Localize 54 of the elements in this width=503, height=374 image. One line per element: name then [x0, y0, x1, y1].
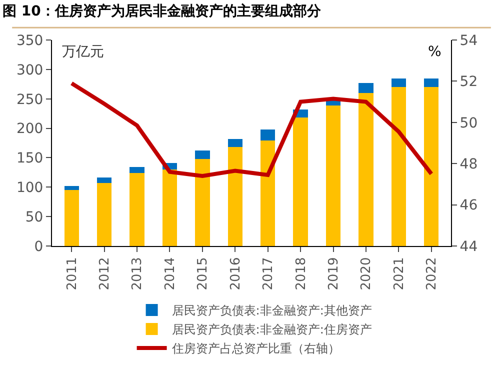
x-tick-label: 2012 — [98, 257, 113, 290]
bar — [391, 78, 406, 88]
y2-tick-label: 50 — [460, 115, 478, 132]
x-tick-label: 2017 — [261, 257, 276, 290]
bar — [424, 87, 439, 246]
y2-tick-label: 54 — [460, 32, 478, 49]
x-tick-label: 2014 — [162, 257, 178, 290]
bar — [293, 118, 308, 246]
y2-tick-label: 44 — [460, 238, 478, 255]
x-tick-label: 2013 — [130, 257, 146, 290]
bar — [391, 87, 406, 246]
bar — [260, 140, 276, 246]
x-tick-label: 2015 — [196, 257, 211, 290]
y2-tick-label: 48 — [460, 156, 478, 172]
y-tick-label: 0 — [34, 238, 44, 255]
bar — [228, 147, 243, 246]
bar — [424, 78, 439, 88]
bar — [64, 186, 79, 190]
x-tick-label: 2022 — [424, 257, 440, 290]
line-series — [70, 81, 434, 178]
bar — [260, 129, 276, 141]
chart-title: 图 10：住房资产为居民非金融资产的主要组成部分 — [2, 2, 322, 20]
y-axis-title: 万亿元 — [62, 44, 104, 60]
y-tick-label: 50 — [25, 209, 44, 226]
bar — [130, 167, 144, 174]
y2-axis-title: % — [428, 44, 442, 60]
bar — [162, 169, 178, 246]
bar — [96, 183, 112, 246]
y-tick-label: 200 — [16, 121, 44, 138]
legend-label: 住房资产占总资产比重（右轴） — [170, 342, 340, 356]
y2-tick-label: 52 — [460, 74, 478, 90]
x-tick-label: 2016 — [228, 257, 244, 290]
x-tick-label: 2019 — [326, 257, 342, 290]
bar — [64, 190, 79, 246]
y2-tick-label: 46 — [460, 198, 478, 214]
x-tick-label: 2021 — [392, 257, 407, 290]
bar — [195, 158, 210, 246]
y-tick-label: 250 — [16, 92, 44, 108]
bar — [358, 92, 374, 246]
x-tick-label: 2011 — [64, 257, 80, 290]
x-tick-label: 2018 — [294, 257, 309, 290]
y-tick-label: 300 — [16, 62, 44, 78]
legend-label: 居民资产负债表:非金融资产:住房资产 — [172, 322, 372, 337]
bar — [326, 105, 341, 246]
bar — [228, 138, 243, 148]
bar — [96, 178, 112, 184]
y-tick-label: 350 — [16, 32, 44, 49]
bar — [195, 150, 210, 159]
y-tick-label: 100 — [16, 180, 44, 196]
legend-label: 居民资产负债表:非金融资产:其他资产 — [172, 304, 372, 318]
x-tick-label: 2020 — [359, 257, 374, 290]
bar — [358, 82, 374, 93]
y-tick-label: 150 — [16, 150, 44, 167]
bar — [130, 173, 144, 246]
